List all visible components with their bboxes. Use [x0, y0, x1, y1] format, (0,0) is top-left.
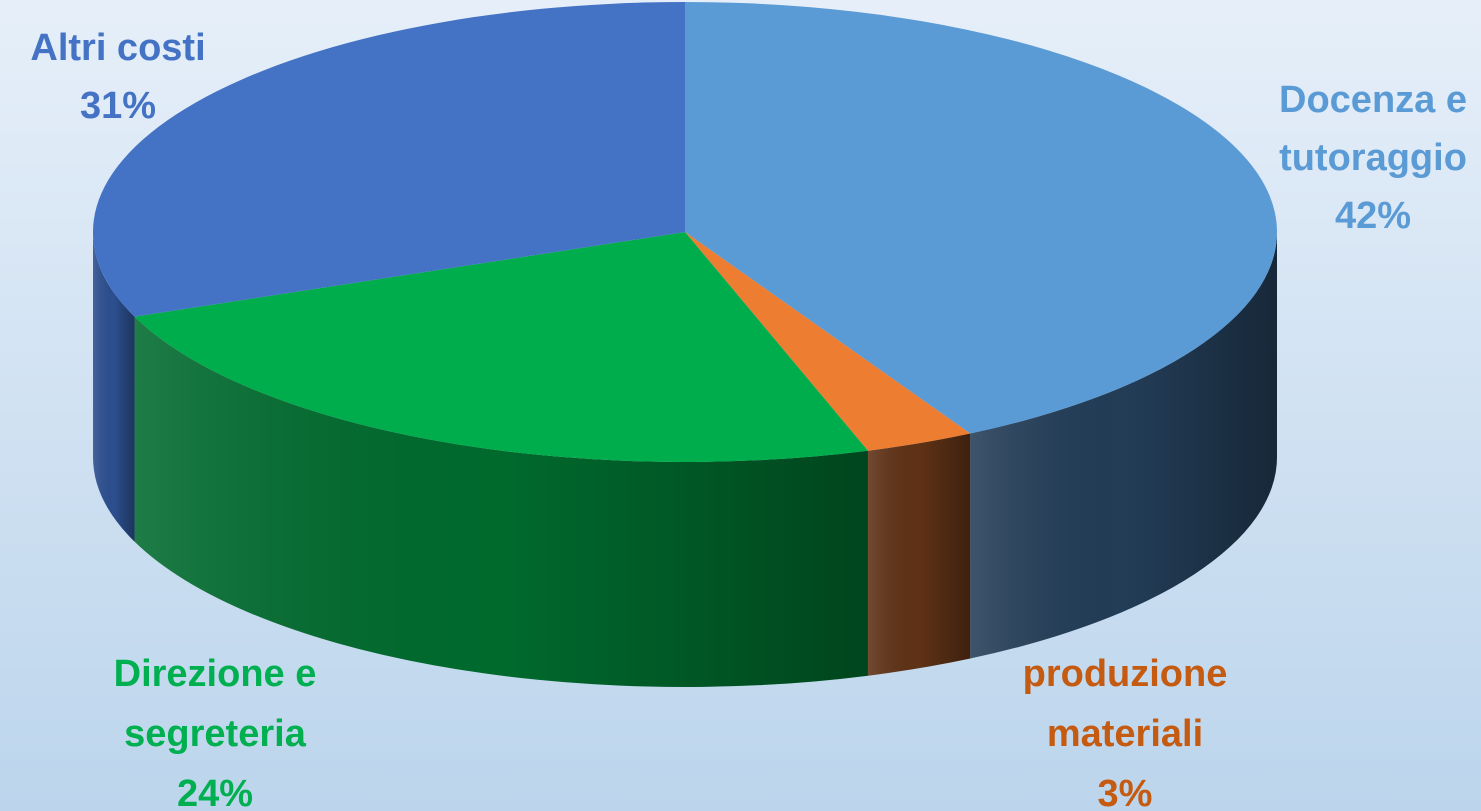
slice-category-label-0: tutoraggio: [1279, 137, 1467, 179]
pie-side-shade-1: [867, 433, 971, 676]
slice-category-label-1: produzione: [1023, 653, 1228, 695]
pie-slice-3: [93, 2, 686, 317]
slice-category-label-3: Altri costi: [30, 27, 205, 69]
pie-slice-2: [134, 232, 868, 462]
pie-side-shade-2: [134, 316, 868, 687]
slice-percent-label-0: 42%: [1335, 195, 1411, 237]
pie-tops: [93, 2, 1277, 462]
slice-category-label-2: Direzione e: [114, 653, 317, 695]
pie-slice-0: [685, 2, 1277, 434]
pie-slice-1: [685, 232, 971, 451]
slice-percent-label-3: 31%: [80, 85, 156, 127]
slice-percent-label-1: 3%: [1098, 773, 1153, 811]
slice-category-label-1: materiali: [1047, 713, 1203, 755]
pie-labels: Docenza e tutoraggio 42% produzione material…: [30, 27, 1467, 811]
slice-category-label-2: segreteria: [124, 713, 307, 755]
pie-side-shade-3: [93, 232, 135, 542]
pie-sides: [93, 232, 1277, 687]
slice-percent-label-2: 24%: [177, 773, 253, 811]
pie-side-shade-0: [970, 232, 1277, 659]
slice-category-label-0: Docenza e: [1279, 79, 1467, 121]
